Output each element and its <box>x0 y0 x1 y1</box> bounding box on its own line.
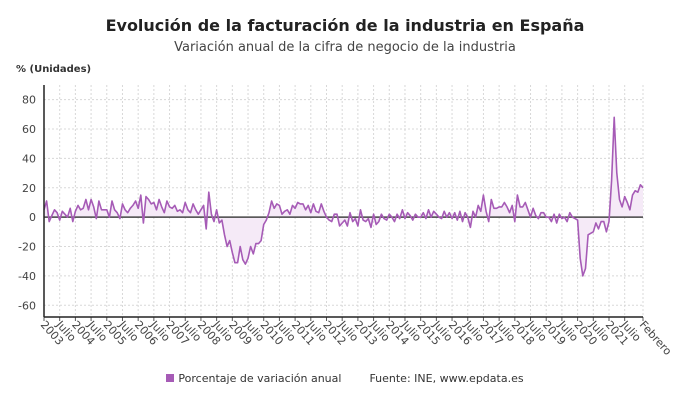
series-line <box>43 116 644 277</box>
legend: Porcentaje de variación anual Fuente: INE… <box>0 372 690 385</box>
y-tick-label: -60 <box>18 299 36 312</box>
y-tick-label: 20 <box>22 182 36 195</box>
area-fill <box>44 117 643 276</box>
source-note: Fuente: INE, www.epdata.es <box>369 372 524 385</box>
legend-swatch <box>166 374 175 382</box>
x-tick-label: Febrero <box>637 318 675 358</box>
legend-label: Porcentaje de variación anual <box>178 372 342 385</box>
y-tick-label: -40 <box>18 270 36 283</box>
y-axis-label: % (Unidades) <box>16 64 92 75</box>
chart-subtitle: Variación anual de la cifra de negocio d… <box>174 40 516 55</box>
y-tick-label: 80 <box>22 94 36 107</box>
y-tick-label: 40 <box>22 152 36 165</box>
y-tick-label: -20 <box>18 241 36 254</box>
y-tick-label: 60 <box>22 123 36 136</box>
chart-title: Evolución de la facturación de la indust… <box>105 16 585 35</box>
y-tick-label: 0 <box>29 211 36 224</box>
